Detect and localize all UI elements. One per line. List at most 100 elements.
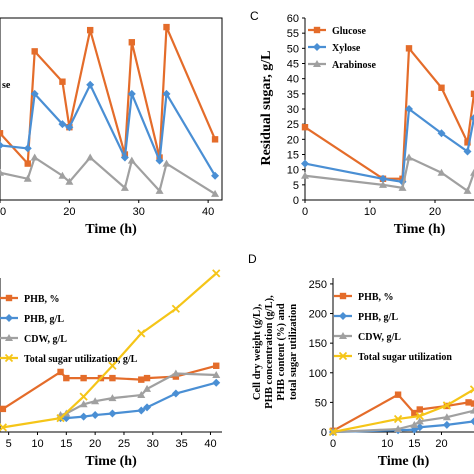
data-point-blue <box>120 153 129 162</box>
data-point-orange <box>405 45 413 52</box>
legend-swatch-marker <box>5 294 13 302</box>
data-point-gray <box>91 397 100 405</box>
plot-frame <box>0 17 223 201</box>
data-point-yellow-stroke-b <box>328 427 338 437</box>
legend-label: Xylose <box>332 43 361 54</box>
y-tick-label: 200 <box>309 309 327 321</box>
x-axis-title: Time (h) <box>85 222 137 237</box>
y-tick-label: 150 <box>309 338 327 350</box>
x-tick-label: 10 <box>31 438 43 450</box>
data-point-orange <box>394 391 402 398</box>
legend-fragment: se <box>2 80 11 91</box>
data-point-orange <box>211 136 219 143</box>
legend-label: PHB, g/L <box>358 312 398 323</box>
data-point-gray <box>470 406 474 414</box>
data-point-yellow <box>328 427 338 437</box>
y-axis-title-line-4: total sugar utilization <box>288 304 299 400</box>
data-point-gray <box>86 153 95 161</box>
data-point-gray <box>108 394 117 402</box>
panel-label-d: D <box>248 252 257 266</box>
data-point-gray <box>470 168 474 176</box>
data-point-blue <box>79 412 88 421</box>
y-tick-label: 30 <box>287 104 299 116</box>
x-tick-label: 30 <box>147 438 159 450</box>
legend-swatch-marker <box>338 351 348 361</box>
data-point-blue <box>301 159 309 168</box>
data-point-blue <box>143 403 152 412</box>
data-point-blue <box>379 174 387 183</box>
data-point-blue <box>65 123 74 132</box>
data-point-blue <box>137 406 146 415</box>
data-point-gray <box>143 384 152 392</box>
legend-swatch-marker-stroke-b <box>4 353 14 363</box>
data-point-yellow <box>393 414 403 424</box>
x-tick-label: 40 <box>202 206 214 218</box>
data-point-yellow-stroke-b <box>212 269 221 278</box>
x-axis-title: Time (h) <box>85 454 137 469</box>
chart-top-left: 10 20 30 40 Time (h) se <box>0 17 223 237</box>
data-point-orange <box>128 39 136 46</box>
legend-swatch-marker <box>339 312 347 320</box>
y-tick-label: 40 <box>287 74 299 86</box>
x-tick-label: 20 <box>63 206 75 218</box>
data-point-gray <box>301 171 309 179</box>
data-point-blue <box>212 378 221 387</box>
x-tick-label: 0 <box>330 438 336 450</box>
y-axis-title-line-2: PHB concentration (g/L), <box>264 295 275 409</box>
legend-label: CDW, g/L <box>24 334 67 345</box>
data-point-gray <box>415 417 424 425</box>
series-line-orange <box>2 364 217 410</box>
x-tick-label: 20 <box>89 438 101 450</box>
data-point-orange <box>301 124 309 131</box>
data-point-orange <box>59 78 66 85</box>
data-point-yellow-stroke-b <box>442 401 452 410</box>
data-point-yellow <box>137 329 146 338</box>
legend-label: PHB, % <box>358 292 394 303</box>
x-tick-label: 10 <box>364 206 376 218</box>
data-point-blue <box>470 114 474 123</box>
data-point-blue <box>30 89 39 98</box>
data-point-gray <box>442 413 451 421</box>
data-point-yellow <box>0 423 8 432</box>
data-point-orange <box>143 374 151 382</box>
x-tick-label: 20 <box>435 438 447 450</box>
x-axis-title: Time (h) <box>378 454 430 469</box>
data-point-blue <box>415 423 424 432</box>
data-point-yellow <box>56 414 65 423</box>
data-point-orange <box>416 406 423 413</box>
data-point-yellow-stroke-b <box>79 392 88 401</box>
data-point-gray <box>162 159 171 167</box>
data-point-yellow <box>415 411 424 421</box>
y-tick-label: 15 <box>287 150 299 162</box>
data-point-gray <box>211 189 220 197</box>
data-point-orange <box>63 374 70 382</box>
data-point-blue <box>127 89 136 98</box>
x-tick-label: 0 <box>302 206 308 218</box>
data-point-yellow <box>469 385 474 394</box>
chart-top-right: C Residual sugar, g/L 0 10 20 Time (h) 0 5 10 1… <box>250 9 474 237</box>
y-tick-label: 250 <box>309 279 327 291</box>
y-tick-label: 25 <box>287 119 299 131</box>
legend-swatch-marker <box>339 292 347 300</box>
data-point-orange <box>470 90 474 98</box>
data-point-orange <box>86 26 94 34</box>
data-point-orange <box>24 160 31 167</box>
data-point-orange <box>470 400 474 407</box>
legend-label: CDW, g/L <box>358 332 401 343</box>
data-point-yellow-stroke-b <box>56 414 65 423</box>
y-tick-label: 0 <box>293 195 299 207</box>
y-tick-label: 35 <box>287 89 299 101</box>
data-point-orange <box>464 139 471 146</box>
legend-swatch-marker-stroke-b <box>338 351 348 361</box>
y-tick-label: 100 <box>309 368 327 380</box>
chart-bottom-left: 5 10 15 20 25 30 35 40 Time (h) PHB, % PHB, g/L CDW… <box>0 269 222 469</box>
data-point-blue <box>405 105 413 113</box>
y-tick-label: 5 <box>293 180 299 192</box>
series-line-blue <box>60 381 217 420</box>
data-point-orange <box>438 84 445 91</box>
x-tick-label: 5 <box>6 438 12 450</box>
data-point-orange <box>411 409 418 417</box>
legend-label: Total sugar utilization <box>358 352 452 363</box>
data-point-orange <box>0 405 7 413</box>
